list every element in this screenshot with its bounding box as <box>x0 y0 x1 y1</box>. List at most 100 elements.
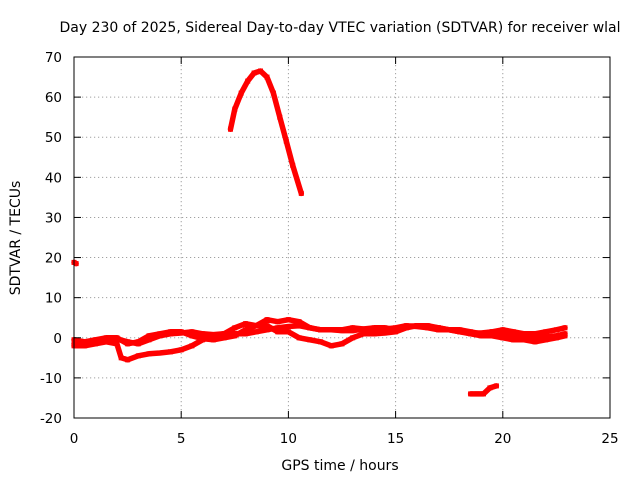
data-point <box>393 329 399 335</box>
data-point <box>298 190 304 196</box>
y-tick-label: 50 <box>45 130 62 146</box>
data-point <box>446 327 452 333</box>
data-point <box>258 68 263 74</box>
data-point <box>238 90 244 96</box>
data-point <box>532 331 538 337</box>
data-point <box>146 337 152 343</box>
data-point <box>114 335 120 341</box>
data-point <box>103 339 109 345</box>
data-point <box>200 337 206 343</box>
data-point <box>468 331 474 337</box>
data-point <box>403 325 409 331</box>
data-point <box>543 329 549 335</box>
data-point <box>360 326 366 332</box>
data-point <box>243 331 248 337</box>
data-point <box>189 343 195 349</box>
tick-layer: 0 5 10 15 20 25 -20 -10 0 10 20 30 40 50 60 70 <box>40 50 619 447</box>
data-point <box>285 317 291 323</box>
data-point <box>521 334 527 340</box>
data-point <box>264 323 270 329</box>
data-point <box>232 333 238 339</box>
data-point <box>489 333 495 339</box>
data-point <box>553 335 559 341</box>
data-point <box>457 329 463 335</box>
data-point <box>264 317 270 323</box>
data-point <box>511 337 516 343</box>
data-point <box>290 162 296 168</box>
data-point <box>118 355 124 361</box>
data-point <box>318 327 324 333</box>
data-point <box>296 319 302 325</box>
data-point <box>500 335 506 341</box>
data-point <box>296 335 302 341</box>
data-point <box>189 333 195 339</box>
data-point <box>382 330 388 336</box>
data-point <box>562 325 568 331</box>
x-tick-label: 20 <box>494 431 511 447</box>
data-point <box>189 329 195 335</box>
data-point <box>360 331 366 337</box>
data-point <box>135 353 141 359</box>
x-tick-label: 10 <box>280 431 297 447</box>
series-layer <box>71 68 568 397</box>
data-point <box>264 74 270 80</box>
data-point <box>328 327 334 333</box>
data-point <box>114 341 120 347</box>
data-point <box>532 335 538 341</box>
data-point <box>103 335 109 341</box>
data-point <box>168 329 173 335</box>
data-point <box>350 325 356 331</box>
data-point <box>543 337 549 343</box>
y-tick-label: 30 <box>45 210 62 226</box>
data-point <box>500 327 506 333</box>
data-point <box>414 323 420 329</box>
data-point <box>487 385 493 391</box>
data-point <box>221 331 227 337</box>
data-point <box>493 383 499 389</box>
data-point <box>270 90 276 96</box>
data-point <box>350 335 356 341</box>
y-tick-label: 10 <box>45 291 62 307</box>
data-point <box>125 341 131 347</box>
data-point <box>285 324 291 329</box>
x-axis-label: GPS time / hours <box>281 458 398 474</box>
data-point <box>146 351 152 357</box>
y-tick-label: -10 <box>40 371 62 387</box>
data-point <box>253 323 259 329</box>
data-point <box>489 329 495 335</box>
data-point <box>157 350 163 356</box>
data-point <box>478 333 484 339</box>
data-point <box>350 328 356 334</box>
data-point <box>468 391 474 397</box>
data-point <box>307 325 313 331</box>
data-point <box>393 325 399 331</box>
data-point <box>532 339 538 345</box>
data-point <box>178 347 184 353</box>
data-point <box>521 337 527 343</box>
data-point <box>283 138 289 144</box>
data-point <box>253 329 259 335</box>
data-point <box>339 341 345 347</box>
data-point <box>251 70 257 76</box>
y-tick-label: 0 <box>53 331 62 347</box>
data-point <box>92 341 98 347</box>
grid <box>74 57 610 418</box>
x-tick-label: 5 <box>177 431 186 447</box>
x-tick-label: 0 <box>70 431 79 447</box>
data-point <box>245 78 251 84</box>
data-point <box>228 126 233 132</box>
chart-title: Day 230 of 2025, Sidereal Day-to-day VTE… <box>59 20 620 36</box>
x-tick-label: 25 <box>601 431 618 447</box>
data-point <box>328 343 334 349</box>
data-point <box>481 391 486 397</box>
data-point <box>318 339 324 345</box>
y-tick-label: -20 <box>40 411 62 427</box>
data-point <box>371 331 377 337</box>
data-point <box>73 261 79 267</box>
data-point <box>82 343 88 349</box>
data-point <box>425 323 431 329</box>
data-point <box>146 333 152 339</box>
data-point <box>500 331 506 337</box>
data-point <box>436 325 441 331</box>
data-point <box>232 106 238 112</box>
